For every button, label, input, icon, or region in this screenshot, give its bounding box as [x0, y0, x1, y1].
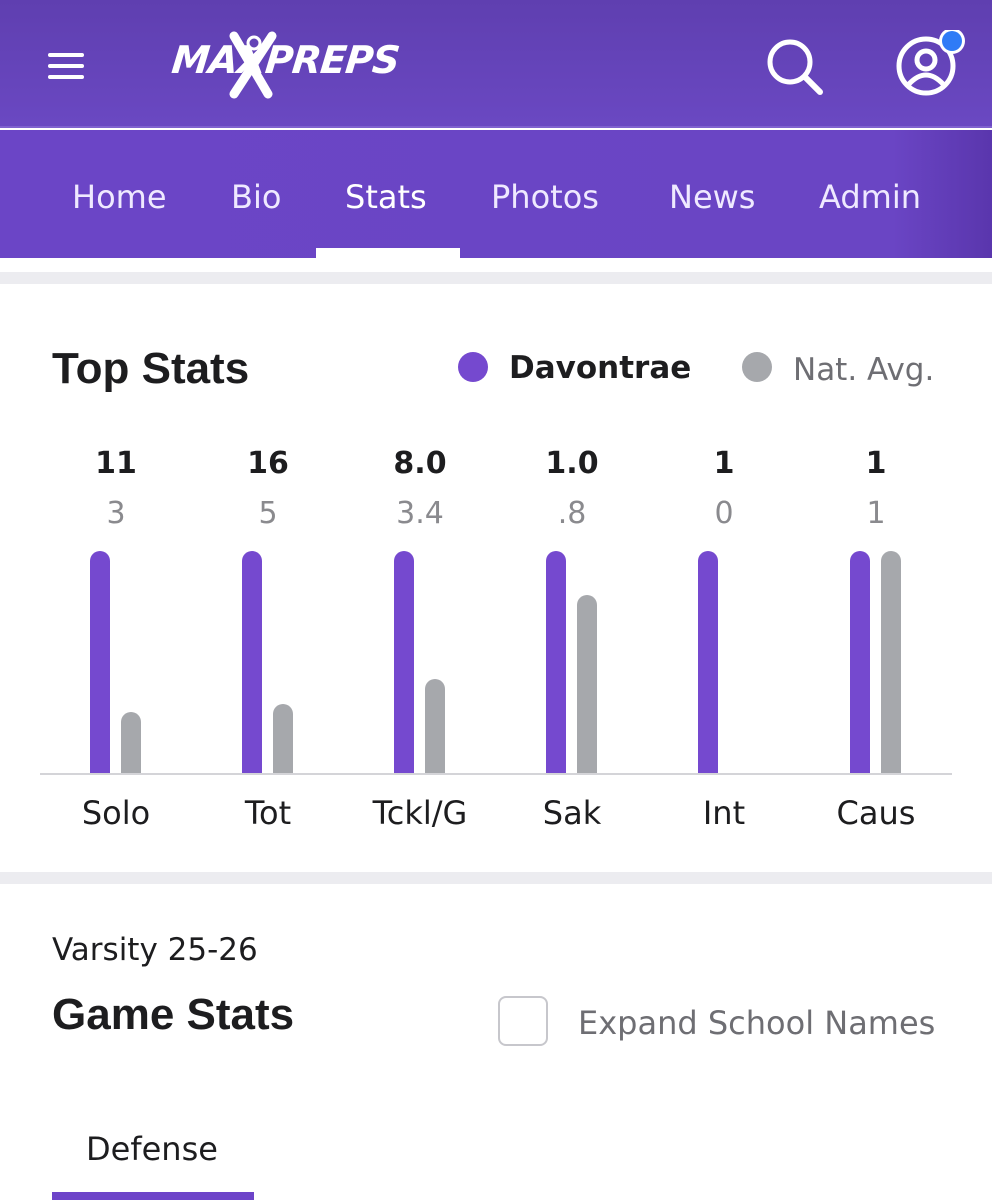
category-label: Solo [81, 794, 151, 832]
expand-school-names-checkbox[interactable] [498, 996, 548, 1046]
menu-icon[interactable] [48, 50, 86, 80]
section-divider [0, 272, 992, 284]
avg-value-label: 3 [106, 496, 126, 531]
legend-avg-dot [742, 352, 772, 382]
tab-admin[interactable]: Admin [819, 178, 921, 216]
tab-defense[interactable]: Defense [86, 1130, 218, 1168]
season-label: Varsity 25-26 [52, 932, 258, 968]
tab-news[interactable]: News [669, 178, 756, 216]
player-bar [394, 551, 414, 773]
tab-home[interactable]: Home [72, 178, 167, 216]
player-bar [242, 551, 262, 773]
expand-school-names-label[interactable]: Expand School Names [578, 1004, 936, 1042]
tab-stats[interactable]: Stats [345, 178, 427, 216]
avg-bar [425, 678, 445, 773]
tab-bio[interactable]: Bio [231, 178, 282, 216]
player-value-label: 8.0 [393, 446, 447, 481]
profile-tabs: Home Bio Stats Photos News Admin [0, 130, 992, 258]
avg-value-label: 0 [714, 496, 734, 531]
top-stats-chart: 11 3 Solo 16 5 Tot 8.0 3.4 Tckl/G 1.0.8 Sak 1 0 Int 1 1… [40, 440, 952, 840]
avg-bar [881, 551, 901, 773]
player-bar [698, 551, 718, 773]
avg-bar [577, 595, 597, 773]
category-label: Tckl/G [372, 794, 468, 832]
search-icon[interactable] [764, 36, 824, 96]
avg-bar [273, 703, 293, 773]
player-value-label: 11 [95, 446, 137, 481]
avg-value-label: 3.4 [396, 496, 444, 531]
category-label: Sak [542, 794, 602, 832]
player-bar [90, 551, 110, 773]
avg-value-label: 1 [866, 496, 886, 531]
top-bar: MAXPREPS [0, 0, 992, 128]
legend-avg-label: Nat. Avg. [793, 352, 935, 388]
player-value-label: 1 [713, 446, 735, 481]
section-divider [0, 872, 992, 884]
legend-player-dot [458, 352, 488, 382]
player-value-label: 1.0 [545, 446, 599, 481]
avg-value-label: 5 [258, 496, 278, 531]
chart-baseline [40, 773, 952, 775]
top-stats-title: Top Stats [52, 344, 250, 393]
tab-photos[interactable]: Photos [491, 178, 599, 216]
logo-x-mark [229, 31, 277, 99]
active-tab-indicator [52, 1192, 254, 1200]
game-stats-title: Game Stats [52, 990, 295, 1039]
legend-player-label: Davontrae [509, 350, 692, 386]
maxpreps-logo[interactable]: MAXPREPS [169, 30, 404, 100]
category-label: Caus [836, 794, 916, 832]
player-value-label: 1 [865, 446, 887, 481]
player-bar [546, 551, 566, 773]
avg-bar [121, 712, 141, 773]
player-value-label: 16 [247, 446, 289, 481]
active-tab-indicator [316, 248, 460, 258]
notification-dot [942, 31, 962, 51]
category-label: Int [702, 794, 746, 832]
logo-wordmark: MAXPREPS [169, 38, 402, 82]
account-icon[interactable] [894, 30, 966, 96]
player-bar [850, 551, 870, 773]
avg-value-label: .8 [557, 496, 587, 531]
category-label: Tot [244, 794, 292, 832]
